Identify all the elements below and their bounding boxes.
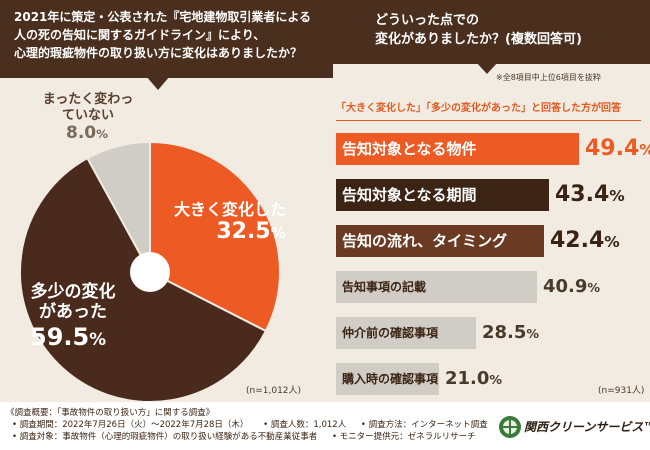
pie-value-unchanged: 8.0% [40,123,136,143]
bar-value: 43.4 [555,182,610,207]
bar-label: 告知事項の記載 [342,280,427,294]
pie-chart: まったく変わっていない 8.0% 大きく変化した 32.5% 多少の変化があった… [0,72,333,402]
bar-row: 購入時の確認事項 21.0% [336,363,650,395]
pie-value-some-change-unit: % [89,328,107,349]
question-left-line2: 人の死の告知に関するガイドライン』により、 [14,28,266,42]
question-left-tail [146,76,170,90]
bar-label: 告知対象となる物件 [342,140,477,158]
question-left: 2021年に策定・公表された『宅地建物取引業者による 人の死の告知に関するガイド… [0,0,333,78]
footer-line3: • 調査対象：事故物件（心理的瑕疵物件）の取り扱い経験がある不動産業従事者 • … [6,431,650,443]
bar-label: 告知対象となる期間 [342,186,477,204]
pie-value-big-change-unit: % [270,224,287,243]
pie-label-big-change: 大きく変化した 32.5% [174,200,286,246]
bar-value-unit: % [604,233,620,251]
pie-svg [19,140,281,402]
pie-sample-size: (n=1,012人) [246,386,302,396]
bar-label: 告知の流れ、タイミング [342,232,508,250]
bar-value: 40.9 [543,276,588,297]
pie-value-big-change-num: 32.5 [216,219,271,245]
bar-row: 告知事項の記載 40.9% [336,271,650,303]
bar-value: 49.4 [585,136,640,161]
pie-label-some-change: 多少の変化があった 59.5% [30,282,116,352]
pie-value-some-change-num: 59.5 [30,322,90,351]
bar-label: 仲介前の確認事項 [342,326,439,340]
bar-sample-size: (n=931人) [598,386,645,396]
question-right-line1: どういった点での [375,13,480,28]
pie-value-unchanged-num: 8.0 [66,123,97,144]
pie-label-big-change-text: 大きく変化した [174,200,287,219]
bar-value: 28.5 [482,322,527,343]
bar-value-label: 40.9% [543,271,600,303]
bar-value: 42.4 [550,228,605,253]
logo-text: 関西クリーンサービス™ [524,420,650,434]
bar-value-unit: % [489,372,503,387]
question-right-tail [476,62,498,74]
footer-line2: • 調査期間：2022年7月26日（火）～2022年7月28日（木） • 調査人… [6,419,650,431]
pie-label-some-change-text: 多少の変化があった [30,282,116,323]
bar-value: 21.0 [445,368,490,389]
bar-fill [336,363,439,395]
bar-value-label: 43.4% [555,179,625,211]
bar-row: 仲介前の確認事項 28.5% [336,317,650,349]
pie-label-unchanged: まったく変わっていない 8.0% [40,92,136,144]
question-right: どういった点での 変化がありましたか？(複数回答可) [333,0,650,64]
footer-period: • 調査期間：2022年7月26日（火）～2022年7月28日（木） [12,420,249,430]
bar-value-unit: % [609,187,625,205]
bar-value-label: 49.4% [585,133,650,165]
bar-subtitle: 「大きく変化した」「多少の変化があった」と回答した方が回答 [336,99,641,121]
bar-value-unit: % [526,326,540,341]
footer-title: 《調査概要：「事故物件の取り扱い方」に関する調査》 [6,408,215,418]
pie-value-unchanged-unit: % [96,127,109,142]
survey-footer: 《調査概要：「事故物件の取り扱い方」に関する調査》 • 調査期間：2022年7月… [0,402,650,450]
footer-method: • 調査方法：インターネット調査 [360,420,488,430]
bar-value-unit: % [587,280,601,295]
logo-icon [499,416,521,438]
question-left-line1: 2021年に策定・公表された『宅地建物取引業者による [14,10,312,24]
pie-center-hole [130,252,170,292]
pie-slice-unchanged [86,140,151,273]
bar-fill [336,225,544,257]
bar-value-label: 28.5% [482,317,539,349]
bar-value-unit: % [639,141,650,159]
question-right-line2: 変化がありましたか？(複数回答可) [375,32,582,47]
bar-row: 告知対象となる期間 43.4% [336,179,650,211]
question-left-line3: 心理的瑕疵物件の取り扱い方に変化はありましたか？ [14,46,303,60]
bar-value-label: 21.0% [445,363,502,395]
pie-value-some-change: 59.5% [30,323,116,352]
footer-target: • 調査対象：事故物件（心理的瑕疵物件）の取り扱い経験がある不動産業従事者 [12,432,318,442]
pie-value-big-change: 32.5% [174,219,286,245]
bar-fill [336,317,476,349]
bar-label: 購入時の確認事項 [342,372,439,386]
footer-people: • 調査人数：1,012人 [263,420,347,430]
bar-note: ※全8項目中上位6項目を抜粋 [496,73,601,82]
bar-row: 告知対象となる物件 49.4% [336,133,650,165]
pie-slice-big-change [149,140,281,333]
bar-fill [336,271,537,303]
footer-provider: • モニター提供元：ゼネラルリサーチ [331,432,476,442]
company-logo: 関西クリーンサービス™ [498,414,650,440]
bar-row: 告知の流れ、タイミング 42.4% [336,225,650,257]
bar-fill [336,133,579,165]
bar-value-label: 42.4% [550,225,620,257]
pie-label-unchanged-text: まったく変わっていない [42,92,134,123]
bar-fill [336,179,549,211]
